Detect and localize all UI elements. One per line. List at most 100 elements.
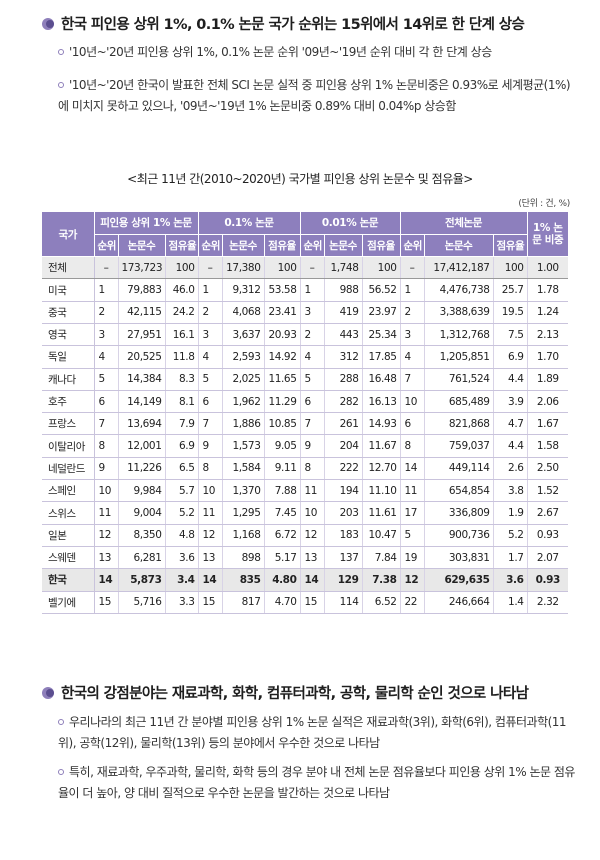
table-row: 이탈리아 8 12,001 6.9 9 1,573 9.05 9 204 11.67 8 759,03… (42, 434, 569, 458)
table-row: 독일 4 20,525 11.8 4 2,593 14.92 4 312 17.85 4 1,205,… (42, 345, 569, 369)
cell-top001-count: 222 (324, 457, 363, 481)
cell-top01-share: 20.93 (264, 323, 301, 347)
cell-top001-share: 7.84 (362, 546, 401, 570)
table-body: 전체 –173,723 100–17,380 100–1,748 100–17,412,… (42, 256, 569, 614)
header-country: 국가 (42, 212, 95, 258)
bullet-text: '10년~'20년 피인용 상위 1%, 0.1% 논문 순위 '09년~'19… (69, 45, 492, 59)
cell-total-rank: 4 (400, 345, 425, 369)
cell-total-share: 3.8 (493, 479, 528, 503)
cell-country: 벨기에 (42, 591, 95, 614)
cell-top001-share: 6.52 (362, 591, 401, 614)
cell-country: 독일 (42, 345, 95, 369)
cell-top01-share: 7.45 (264, 501, 301, 525)
subheader-count: 논문수 (424, 234, 494, 258)
cell-country: 영국 (42, 323, 95, 347)
cell-total-rank: 12 (400, 568, 425, 592)
cell-top001-rank: 5 (300, 368, 325, 391)
cell-top001-rank: 3 (300, 301, 325, 324)
cell-top1-count: 5,873 (118, 568, 166, 592)
cell-total-rank: 14 (400, 457, 425, 481)
cell-top001-share: 16.48 (362, 368, 401, 391)
cell-top01-rank: 2 (198, 301, 223, 324)
cell-top1-rank: 7 (94, 412, 119, 436)
table-row: 호주 6 14,149 8.1 6 1,962 11.29 6 282 16.13 10 685,48… (42, 390, 569, 414)
cell-top1-share: 5.7 (165, 479, 199, 503)
cell-total-rank: 10 (400, 390, 425, 414)
cell-top01-rank: 5 (198, 368, 223, 391)
cell-top001-count: 183 (324, 524, 363, 547)
cell-top1-rank: 12 (94, 524, 119, 547)
cell-top1-ratio: 2.06 (527, 390, 569, 414)
table-row: 캐나다 5 14,384 8.3 5 2,025 11.65 5 288 16.48 7 761,52… (42, 368, 569, 391)
subheader-rank: 순위 (400, 234, 425, 258)
cell-top1-ratio: 1.24 (527, 301, 569, 324)
cell-top1-ratio: 2.07 (527, 546, 569, 570)
cell-top01-share: 9.11 (264, 457, 301, 481)
cell-total-share: 3.6 (493, 568, 528, 592)
subheader-rank: 순위 (300, 234, 325, 258)
cell-top1-ratio: 2.32 (527, 591, 569, 614)
cell-country: 미국 (42, 278, 95, 302)
cell-top001-count: 288 (324, 368, 363, 391)
table-row: 벨기에 15 5,716 3.3 15 817 4.70 15 114 6.52 22 246,664… (42, 591, 569, 614)
cell-total-rank: – (400, 256, 425, 280)
cell-top1-rank: 2 (94, 301, 119, 324)
cell-top01-share: 100 (264, 256, 301, 280)
table-unit: (단위 : 건, %) (518, 199, 570, 209)
cell-total-rank: 17 (400, 501, 425, 525)
cell-top01-share: 14.92 (264, 345, 301, 369)
cell-top001-count: 261 (324, 412, 363, 436)
cell-top1-ratio: 0.93 (527, 568, 569, 592)
cell-top01-rank: 13 (198, 546, 223, 570)
cell-top1-share: 100 (165, 256, 199, 280)
cell-top01-count: 835 (222, 568, 265, 592)
cell-total-share: 1.7 (493, 546, 528, 570)
cell-top01-count: 1,886 (222, 412, 265, 436)
cell-top1-rank: 1 (94, 278, 119, 302)
cell-top1-count: 173,723 (118, 256, 166, 280)
cell-top001-count: 988 (324, 278, 363, 302)
cell-top1-share: 24.2 (165, 301, 199, 324)
cell-top1-share: 3.4 (165, 568, 199, 592)
cell-top001-share: 11.61 (362, 501, 401, 525)
circle-bullet-icon (58, 49, 64, 55)
cell-total-count: 336,809 (424, 501, 494, 525)
cell-top1-share: 8.1 (165, 390, 199, 414)
cell-total-share: 1.9 (493, 501, 528, 525)
cell-top001-rank: 1 (300, 278, 325, 302)
subheader-count: 논문수 (324, 234, 363, 258)
cell-top001-count: 129 (324, 568, 363, 592)
cell-total-count: 759,037 (424, 434, 494, 458)
cell-total-rank: 6 (400, 412, 425, 436)
cell-top01-rank: 4 (198, 345, 223, 369)
cell-total-share: 1.4 (493, 591, 528, 614)
cell-top01-share: 53.58 (264, 278, 301, 302)
cell-total-share: 4.7 (493, 412, 528, 436)
cell-total-share: 3.9 (493, 390, 528, 414)
cell-top1-share: 46.0 (165, 278, 199, 302)
header-top1-ratio: 1% 논문 비중 (527, 212, 569, 258)
cell-top1-ratio: 1.89 (527, 368, 569, 391)
cell-total-rank: 5 (400, 524, 425, 547)
cell-top001-count: 443 (324, 323, 363, 347)
bullet-text: 우리나라의 최근 11년 간 분야별 피인용 상위 1% 논문 실적은 재료과학… (58, 715, 567, 750)
section1-bullet-1: '10년~'20년 피인용 상위 1%, 0.1% 논문 순위 '09년~'19… (58, 42, 578, 63)
cell-total-count: 1,205,851 (424, 345, 494, 369)
section-bullet-icon (42, 18, 58, 30)
cell-total-count: 246,664 (424, 591, 494, 614)
cell-top1-count: 11,226 (118, 457, 166, 481)
cell-top01-share: 11.65 (264, 368, 301, 391)
cell-top001-share: 23.97 (362, 301, 401, 324)
cell-top1-share: 6.5 (165, 457, 199, 481)
section2-bullet-1: 우리나라의 최근 11년 간 분야별 피인용 상위 1% 논문 실적은 재료과학… (58, 712, 578, 754)
cell-top1-rank: 3 (94, 323, 119, 347)
cell-top01-rank: 11 (198, 501, 223, 525)
cell-total-share: 100 (493, 256, 528, 280)
cell-total-share: 2.6 (493, 457, 528, 481)
cell-top1-share: 6.9 (165, 434, 199, 458)
cell-top1-share: 5.2 (165, 501, 199, 525)
cell-top1-share: 3.3 (165, 591, 199, 614)
subheader-share: 점유율 (362, 234, 401, 258)
cell-top1-rank: 10 (94, 479, 119, 503)
cell-top1-ratio: 0.93 (527, 524, 569, 547)
